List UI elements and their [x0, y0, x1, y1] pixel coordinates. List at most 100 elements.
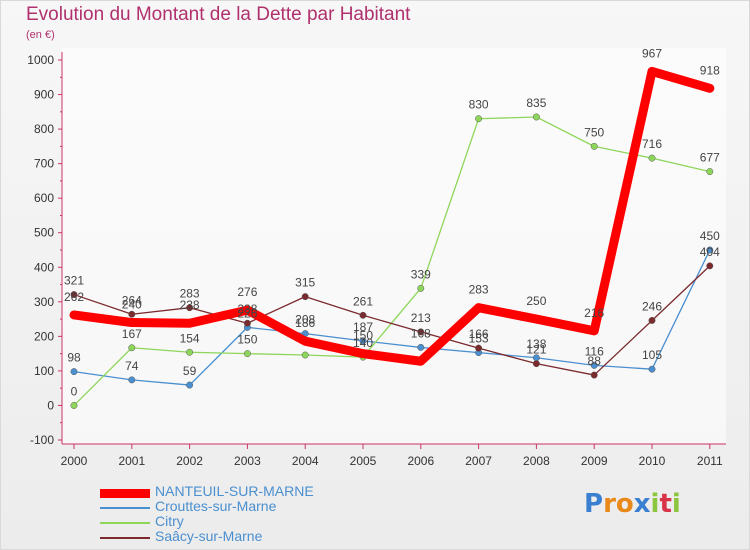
data-label: 168: [411, 326, 431, 340]
data-label: 121: [526, 343, 546, 357]
series-line: [73, 265, 711, 376]
data-point: [301, 351, 309, 359]
data-label: 116: [585, 344, 604, 358]
data-point: [706, 168, 714, 176]
data-label: 283: [180, 287, 200, 301]
y-tick-label: 800: [34, 122, 54, 136]
y-tick-label: 400: [34, 260, 54, 274]
x-tick-label: 2004: [292, 454, 319, 468]
data-point: [186, 304, 194, 312]
data-label: 208: [295, 313, 315, 327]
data-label: 967: [642, 46, 662, 60]
legend-label: Saâcy-sur-Marne: [155, 528, 263, 544]
data-point: [301, 293, 309, 301]
data-point: [243, 319, 251, 327]
data-label: 166: [469, 327, 489, 341]
data-label: 59: [183, 364, 197, 378]
data-point: [417, 284, 425, 292]
legend-swatch: [100, 488, 150, 498]
x-tick-label: 2009: [581, 454, 608, 468]
data-point: [590, 361, 598, 369]
y-tick-label: 300: [34, 295, 54, 309]
data-point: [128, 376, 136, 384]
data-label: 0: [71, 384, 78, 398]
data-point: [70, 402, 78, 409]
x-tick-label: 2003: [234, 454, 261, 468]
x-tick-label: 2002: [176, 454, 203, 468]
x-tick-label: 2005: [350, 454, 377, 468]
x-tick-label: 2011: [697, 454, 723, 468]
data-label: 74: [125, 359, 139, 373]
x-tick-label: 2010: [639, 454, 666, 468]
legend-swatch: [100, 507, 150, 509]
logo-letter: o: [615, 489, 634, 519]
data-label: 238: [237, 302, 257, 316]
data-point: [475, 344, 483, 352]
data-label: 321: [64, 274, 84, 288]
proxiti-logo: Proxiti: [584, 489, 681, 519]
logo-letter: i: [671, 489, 681, 519]
data-point: [532, 360, 540, 368]
legend-swatch: [100, 522, 150, 524]
data-label: 105: [642, 348, 662, 362]
y-tick-label: 900: [34, 88, 54, 102]
y-tick-label: 1000: [27, 53, 54, 67]
data-point: [359, 311, 367, 319]
data-point: [70, 291, 78, 299]
x-tick-label: 2007: [465, 454, 492, 468]
data-label: 138: [526, 337, 546, 351]
data-point: [475, 115, 483, 123]
data-label: 140: [353, 336, 373, 350]
data-label: 404: [700, 245, 720, 259]
logo-letter: t: [659, 489, 672, 519]
chart-unit-label: (en €): [26, 29, 55, 41]
y-tick-label: 600: [34, 191, 54, 205]
data-point: [128, 310, 136, 318]
data-label: 226: [237, 306, 257, 320]
logo-letter: i: [650, 489, 660, 519]
data-point: [128, 344, 136, 352]
series-line: [69, 66, 715, 366]
y-tick-label: 0: [47, 398, 54, 412]
legend-swatch: [100, 537, 150, 539]
data-label: 153: [469, 332, 489, 346]
logo-letter: r: [603, 489, 616, 519]
y-tick-label: -100: [30, 433, 54, 447]
data-point: [243, 350, 251, 358]
data-point: [417, 343, 425, 351]
data-point: [532, 113, 540, 121]
data-label: 150: [353, 329, 373, 343]
data-label: 238: [180, 298, 200, 312]
data-point: [648, 154, 656, 162]
data-point: [186, 381, 194, 389]
data-point: [70, 368, 78, 376]
data-point: [359, 337, 367, 345]
data-label: 276: [237, 285, 257, 299]
data-label: 187: [353, 320, 373, 334]
data-label: 283: [469, 283, 489, 297]
data-label: 315: [295, 276, 315, 290]
plot-area: [62, 48, 726, 444]
data-point: [417, 328, 425, 336]
data-label: 246: [642, 299, 662, 313]
data-label: 154: [180, 331, 200, 345]
data-label: 750: [584, 125, 604, 139]
y-tick-label: 100: [34, 364, 54, 378]
data-label: 262: [64, 290, 84, 304]
data-point: [186, 348, 194, 356]
logo-letter: x: [633, 489, 651, 519]
x-tick-label: 2001: [118, 454, 145, 468]
y-tick-label: 700: [34, 157, 54, 171]
x-tick-label: 2008: [523, 454, 550, 468]
logo-letter: P: [584, 489, 604, 519]
data-label: 216: [584, 306, 604, 320]
data-label: 186: [295, 316, 315, 330]
data-label: 240: [122, 298, 142, 312]
y-tick-label: 500: [34, 226, 54, 240]
data-point: [706, 246, 714, 254]
data-label: 918: [700, 63, 720, 77]
chart-title: Evolution du Montant de la Dette par Hab…: [26, 4, 411, 25]
data-point: [648, 317, 656, 324]
legend-label: Citry: [155, 513, 184, 529]
